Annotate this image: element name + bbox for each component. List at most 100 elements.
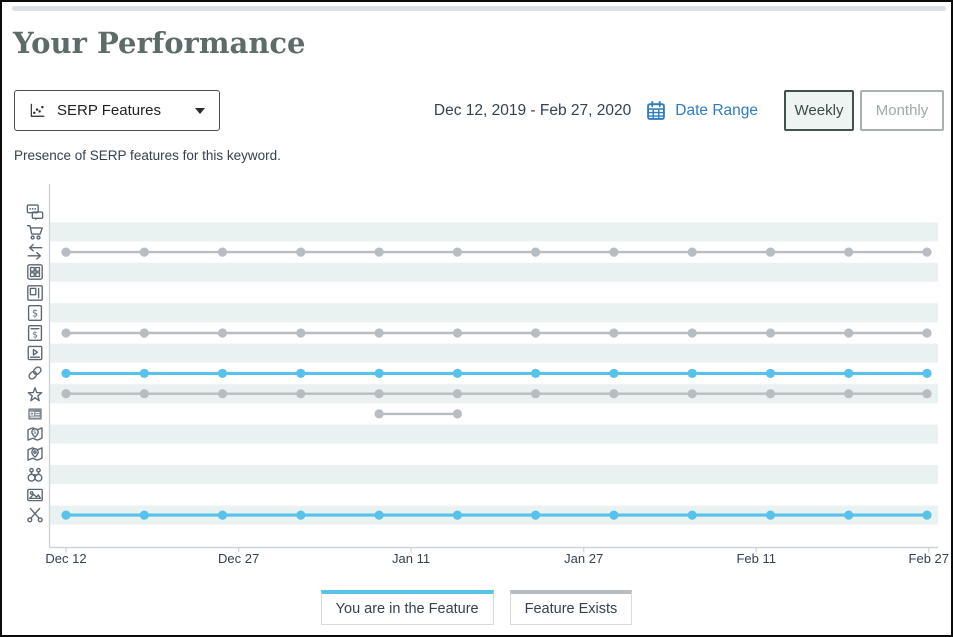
data-point	[765, 328, 776, 338]
data-point	[609, 368, 619, 378]
link-icon	[26, 364, 44, 382]
page-title: Your Performance	[13, 26, 306, 60]
data-point	[452, 247, 462, 257]
serp-features-chart: $ $ $ Dec 12 Dec 27 Jan 11 Jan 27 Feb 11 Feb 27	[2, 180, 951, 572]
data-point	[687, 389, 697, 399]
data-point	[452, 368, 462, 378]
weekly-button[interactable]: Weekly	[784, 90, 854, 131]
data-point	[296, 247, 306, 257]
double-arrows-icon	[26, 243, 44, 261]
data-point	[217, 368, 228, 378]
legend-feature-exists[interactable]: Feature Exists	[509, 590, 633, 625]
row-stripe	[49, 424, 938, 444]
row-stripe	[49, 262, 938, 282]
data-point	[765, 389, 776, 399]
data-point	[922, 247, 932, 257]
binoculars-icon	[26, 466, 44, 484]
feature-presence-line	[374, 409, 462, 419]
legend-exists-label: Feature Exists	[524, 601, 618, 617]
dropdown-label: SERP Features	[57, 102, 161, 119]
feature-presence-line	[61, 510, 932, 520]
date-range-group: Dec 12, 2019 - Feb 27, 2020 Date Range	[434, 90, 758, 131]
data-point	[61, 328, 71, 338]
data-point	[374, 510, 384, 520]
data-point	[531, 368, 541, 378]
row-stripe	[49, 222, 938, 242]
x-axis-label: Dec 27	[218, 551, 259, 566]
data-point	[687, 247, 697, 257]
data-point	[296, 510, 306, 520]
data-point	[61, 510, 71, 520]
calendar-icon[interactable]	[645, 100, 667, 122]
data-point	[922, 389, 932, 399]
chat-bubbles-icon	[26, 203, 44, 221]
data-point	[452, 389, 462, 399]
data-point	[922, 368, 932, 378]
legend-you-in-feature[interactable]: You are in the Feature	[320, 590, 494, 625]
data-point	[844, 368, 854, 378]
date-range-link[interactable]: Date Range	[675, 101, 758, 119]
data-point	[139, 328, 149, 338]
scatter-chart-icon	[29, 102, 46, 119]
data-point	[687, 510, 697, 520]
data-point	[296, 368, 306, 378]
data-point	[61, 368, 71, 378]
data-point	[217, 389, 228, 399]
date-range-value: Dec 12, 2019 - Feb 27, 2020	[433, 101, 632, 119]
feature-presence-line	[61, 328, 932, 338]
data-point	[374, 409, 384, 419]
image-icon	[26, 486, 44, 504]
data-point	[609, 328, 619, 338]
data-point	[217, 328, 228, 338]
x-axis-label: Jan 27	[564, 551, 603, 566]
data-point	[374, 247, 384, 257]
data-point	[61, 247, 71, 257]
top-divider	[12, 6, 946, 11]
data-point	[374, 389, 384, 399]
data-point	[609, 510, 619, 520]
feature-presence-line	[61, 368, 932, 378]
data-point	[687, 368, 697, 378]
data-point	[374, 368, 384, 378]
data-point	[374, 328, 384, 338]
serp-features-dropdown[interactable]: SERP Features	[14, 90, 220, 131]
star-icon	[26, 385, 44, 403]
data-point	[217, 510, 228, 520]
shopping-cart-icon	[26, 223, 44, 241]
video-icon	[26, 344, 44, 362]
data-point	[531, 510, 541, 520]
x-axis-label: Feb 27	[909, 551, 949, 566]
data-point	[765, 368, 776, 378]
data-point	[844, 328, 854, 338]
x-axis-label: Feb 11	[736, 551, 776, 566]
feature-presence-line	[61, 389, 932, 399]
map-pin-icon	[26, 445, 44, 463]
chart-description: Presence of SERP features for this keywo…	[14, 148, 281, 163]
chart-plot: Dec 12 Dec 27 Jan 11 Jan 27 Feb 11 Feb 27	[45, 184, 949, 566]
data-point	[217, 247, 228, 257]
data-point	[609, 247, 619, 257]
dollar-box-line-icon: $	[26, 324, 44, 342]
monthly-button[interactable]: Monthly	[860, 90, 944, 131]
row-stripe	[49, 303, 938, 323]
data-point	[531, 389, 541, 399]
svg-text:$: $	[33, 430, 36, 436]
data-point	[296, 389, 306, 399]
data-point	[765, 247, 776, 257]
chevron-down-icon	[195, 107, 205, 114]
data-point	[844, 510, 854, 520]
data-point	[61, 389, 71, 399]
x-axis-label: Dec 12	[45, 551, 86, 566]
data-point	[609, 389, 619, 399]
map-dollar-pin-icon: $	[26, 425, 44, 443]
data-point	[844, 389, 854, 399]
data-point	[139, 247, 149, 257]
svg-text:$: $	[32, 309, 38, 320]
data-point	[296, 328, 306, 338]
data-point	[452, 409, 462, 419]
data-point	[844, 247, 854, 257]
row-stripe	[49, 343, 938, 363]
scissors-icon	[26, 506, 44, 524]
data-point	[452, 510, 462, 520]
